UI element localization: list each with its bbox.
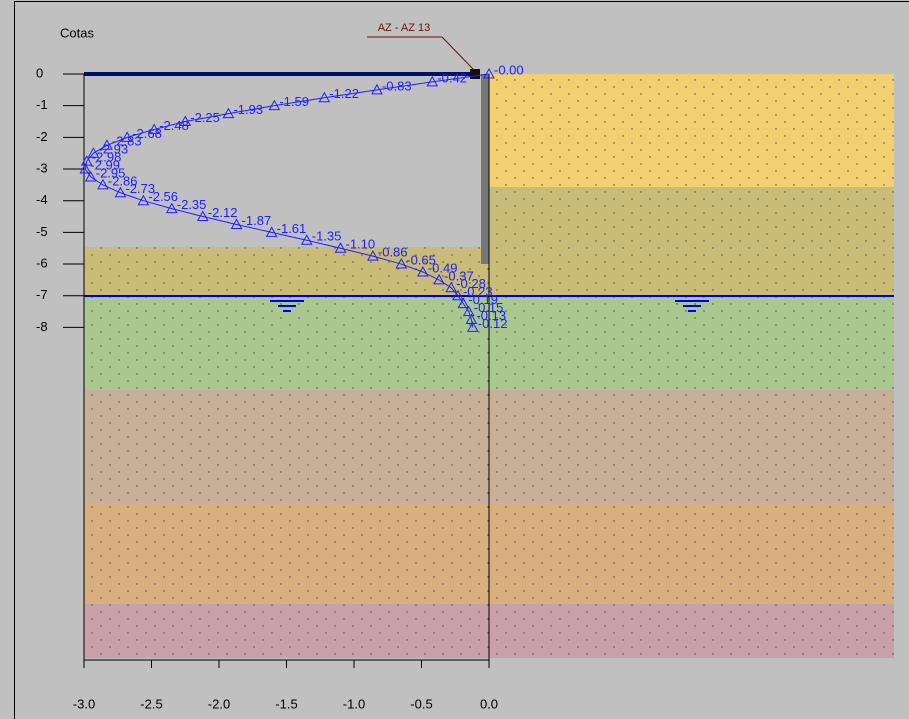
x-tick-label: 0.0 <box>480 696 498 711</box>
value-label: -0.49 <box>428 260 458 275</box>
y-axis-label: Cotas <box>60 25 94 40</box>
soil-left <box>84 247 489 658</box>
marker <box>101 139 113 150</box>
marker <box>457 297 470 309</box>
marker <box>121 131 134 142</box>
value-label: -1.93 <box>233 102 263 117</box>
value-label: -1.61 <box>277 221 307 236</box>
marker <box>334 242 347 253</box>
value-label: -1.87 <box>242 213 272 228</box>
marker <box>465 313 478 324</box>
value-label: -2.56 <box>148 189 178 204</box>
frame <box>14 1 909 719</box>
x-tick-label: -1.0 <box>343 696 365 711</box>
marker <box>395 258 408 269</box>
value-label: -0.86 <box>378 245 408 260</box>
value-label: -2.48 <box>159 118 189 133</box>
water-symbol <box>270 300 709 312</box>
y-tick-label: -7 <box>36 287 48 302</box>
marker <box>367 250 379 261</box>
y-tick-label: 0 <box>36 65 43 80</box>
value-label: -0.13 <box>476 308 506 323</box>
value-label: -0.83 <box>382 78 412 93</box>
marker <box>230 218 243 229</box>
value-label: -2.95 <box>96 165 126 180</box>
y-tick-label: -3 <box>36 160 48 175</box>
marker <box>462 305 475 317</box>
marker <box>452 289 464 301</box>
marker <box>371 83 383 95</box>
value-label: -1.22 <box>329 86 359 101</box>
marker <box>79 162 92 174</box>
value-label: -2.68 <box>132 126 162 141</box>
y-tick-label: -1 <box>36 97 48 112</box>
marker <box>84 170 97 182</box>
value-label: -0.19 <box>468 292 498 307</box>
value-label: -2.35 <box>177 197 207 212</box>
value-label: -2.83 <box>112 134 142 149</box>
x-tick-label: -3.0 <box>73 696 95 711</box>
value-label: -1.59 <box>279 94 309 109</box>
value-label: -0.42 <box>437 70 467 85</box>
marker <box>426 75 439 87</box>
value-label: -2.98 <box>92 150 122 165</box>
y-tick-label: -8 <box>36 319 48 334</box>
marker <box>300 234 313 245</box>
y-tick-label: -5 <box>36 224 48 239</box>
value-label: -0.15 <box>474 300 504 315</box>
marker <box>268 99 281 111</box>
marker <box>87 147 100 158</box>
marker <box>196 210 209 222</box>
value-label: -2.93 <box>98 142 128 157</box>
marker <box>483 67 495 79</box>
value-label: -1.10 <box>346 237 376 252</box>
marker <box>97 178 109 190</box>
leader <box>441 36 475 71</box>
wall-label: AZ - AZ 13 <box>378 22 431 34</box>
marker <box>179 115 192 127</box>
value-label: -2.73 <box>125 181 155 196</box>
value-label: -0.00 <box>494 62 524 77</box>
x-tick-label: -1.5 <box>275 696 297 711</box>
value-label: -1.35 <box>312 229 342 244</box>
marker <box>445 281 458 293</box>
value-label: -0.28 <box>456 276 486 291</box>
value-label: -2.25 <box>190 110 220 125</box>
x-tick-label: -2.5 <box>140 696 162 711</box>
value-label: -0.23 <box>463 284 493 299</box>
value-label: -0.37 <box>444 268 474 283</box>
marker <box>265 226 278 237</box>
value-label: -0.65 <box>406 252 436 267</box>
x-tick-label: -0.5 <box>410 696 432 711</box>
marker <box>148 123 161 134</box>
soil-right <box>489 74 894 658</box>
marker <box>417 265 429 277</box>
marker <box>318 91 331 103</box>
marker <box>137 194 150 206</box>
value-label: -2.86 <box>108 173 138 188</box>
y-tick-label: -2 <box>36 129 48 144</box>
y-tick-label: -6 <box>36 255 48 270</box>
marker <box>114 186 127 198</box>
marker <box>466 321 479 332</box>
marker <box>433 273 445 285</box>
marker <box>222 107 235 119</box>
marker <box>165 202 178 214</box>
value-label: -2.99 <box>90 157 120 172</box>
x-tick-label: -2.0 <box>208 696 230 711</box>
value-label: -2.12 <box>208 205 238 220</box>
marker <box>80 155 93 166</box>
y-tick-label: -4 <box>36 192 48 207</box>
displacement-line <box>84 73 490 328</box>
wall <box>481 74 489 264</box>
value-label: -0.12 <box>478 316 508 331</box>
wall-head <box>470 69 480 79</box>
